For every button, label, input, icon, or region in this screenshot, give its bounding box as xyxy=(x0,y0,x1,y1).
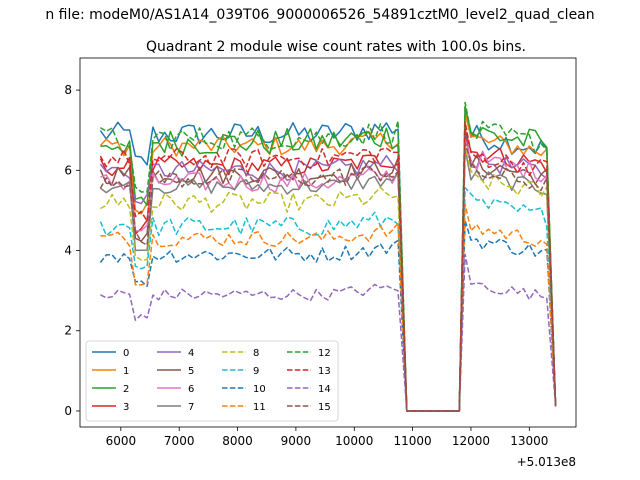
y-tick-label-0: 0 xyxy=(64,404,72,418)
legend-label-0: 0 xyxy=(123,348,129,359)
y-tick-label-2: 4 xyxy=(64,244,72,258)
series-line-11 xyxy=(100,203,557,412)
x-axis-ticks: 6000 7000 8000 9000 10000 11000 12000 13000 xyxy=(106,427,548,448)
series-line-10 xyxy=(99,219,557,412)
series-line-6 xyxy=(100,138,557,412)
legend-label-15: 15 xyxy=(318,402,331,413)
y-tick-label-1: 2 xyxy=(64,324,72,338)
y-tick-label-4: 8 xyxy=(64,83,72,97)
legend-label-12: 12 xyxy=(318,348,331,359)
legend-label-11: 11 xyxy=(253,402,266,413)
series-line-8 xyxy=(100,145,557,412)
x-tick-label-0: 6000 xyxy=(106,434,137,448)
x-tick-label-1: 7000 xyxy=(164,434,195,448)
legend-label-5: 5 xyxy=(188,366,194,377)
plot-frame xyxy=(79,57,577,428)
series-line-5 xyxy=(99,131,557,412)
legend-label-4: 4 xyxy=(188,348,194,359)
legend-label-1: 1 xyxy=(123,366,129,377)
legend-label-10: 10 xyxy=(253,384,266,395)
legend-label-2: 2 xyxy=(123,384,129,395)
series-line-15 xyxy=(99,142,557,412)
legend-label-6: 6 xyxy=(188,384,194,395)
x-tick-label-4: 10000 xyxy=(335,434,373,448)
y-tick-label-3: 6 xyxy=(64,163,72,177)
x-offset-label: +5.013e8 xyxy=(517,455,576,469)
legend-label-7: 7 xyxy=(188,402,194,413)
series-lines xyxy=(99,101,557,412)
series-line-12 xyxy=(100,101,557,412)
legend-box xyxy=(85,340,339,422)
legend-label-3: 3 xyxy=(123,402,129,413)
legend-label-9: 9 xyxy=(253,366,259,377)
chart-suptitle: n file: modeM0/AS1A14_039T06_9000006526_… xyxy=(45,7,594,23)
legend-label-13: 13 xyxy=(318,366,331,377)
series-line-14 xyxy=(100,253,557,412)
series-line-9 xyxy=(99,187,557,412)
x-tick-label-3: 9000 xyxy=(281,434,312,448)
legend-label-14: 14 xyxy=(318,384,331,395)
x-tick-label-5: 11000 xyxy=(394,434,432,448)
x-tick-label-7: 13000 xyxy=(510,434,548,448)
legend-label-8: 8 xyxy=(253,348,259,359)
x-tick-label-2: 8000 xyxy=(222,434,253,448)
series-line-2 xyxy=(100,105,557,412)
x-tick-label-6: 12000 xyxy=(452,434,490,448)
series-line-1 xyxy=(99,112,557,412)
chart-title: Quadrant 2 module wise count rates with … xyxy=(146,39,526,55)
y-axis-ticks: 0 2 4 6 8 xyxy=(64,83,80,418)
series-line-13 xyxy=(99,121,557,412)
